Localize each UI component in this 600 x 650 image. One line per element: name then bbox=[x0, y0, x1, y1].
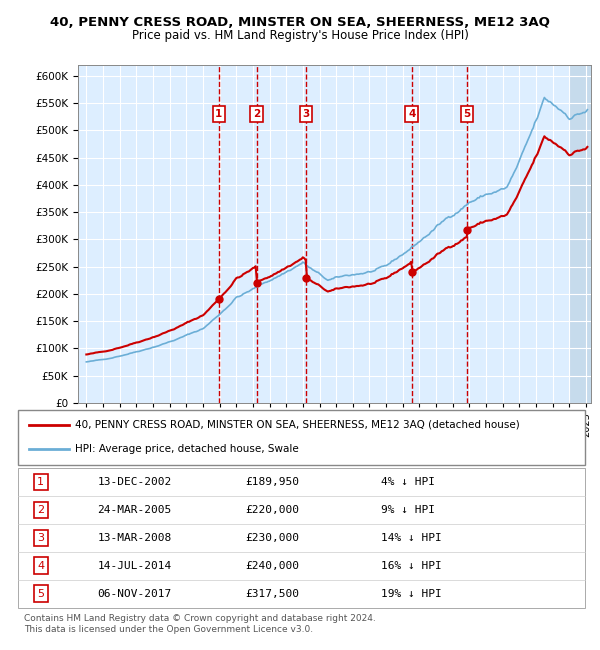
Text: 14-JUL-2014: 14-JUL-2014 bbox=[97, 561, 172, 571]
Text: £189,950: £189,950 bbox=[245, 477, 299, 487]
Text: 40, PENNY CRESS ROAD, MINSTER ON SEA, SHEERNESS, ME12 3AQ (detached house): 40, PENNY CRESS ROAD, MINSTER ON SEA, SH… bbox=[75, 420, 520, 430]
Text: 1: 1 bbox=[215, 109, 223, 119]
Text: HPI: Average price, detached house, Swale: HPI: Average price, detached house, Swal… bbox=[75, 445, 298, 454]
Text: 3: 3 bbox=[37, 533, 44, 543]
Text: 06-NOV-2017: 06-NOV-2017 bbox=[97, 589, 172, 599]
Text: 5: 5 bbox=[37, 589, 44, 599]
Text: 24-MAR-2005: 24-MAR-2005 bbox=[97, 505, 172, 515]
Text: 16% ↓ HPI: 16% ↓ HPI bbox=[381, 561, 442, 571]
Text: 14% ↓ HPI: 14% ↓ HPI bbox=[381, 533, 442, 543]
Text: 4% ↓ HPI: 4% ↓ HPI bbox=[381, 477, 435, 487]
Text: £220,000: £220,000 bbox=[245, 505, 299, 515]
FancyBboxPatch shape bbox=[18, 410, 585, 465]
Text: £317,500: £317,500 bbox=[245, 589, 299, 599]
Text: £240,000: £240,000 bbox=[245, 561, 299, 571]
Bar bbox=[569, 65, 591, 403]
Text: 2: 2 bbox=[253, 109, 260, 119]
Text: 3: 3 bbox=[302, 109, 310, 119]
Text: 5: 5 bbox=[463, 109, 470, 119]
Text: 1: 1 bbox=[37, 477, 44, 487]
Text: Price paid vs. HM Land Registry's House Price Index (HPI): Price paid vs. HM Land Registry's House … bbox=[131, 29, 469, 42]
Text: 4: 4 bbox=[37, 561, 44, 571]
Text: 13-DEC-2002: 13-DEC-2002 bbox=[97, 477, 172, 487]
Text: This data is licensed under the Open Government Licence v3.0.: This data is licensed under the Open Gov… bbox=[24, 625, 313, 634]
Text: 40, PENNY CRESS ROAD, MINSTER ON SEA, SHEERNESS, ME12 3AQ: 40, PENNY CRESS ROAD, MINSTER ON SEA, SH… bbox=[50, 16, 550, 29]
Text: 19% ↓ HPI: 19% ↓ HPI bbox=[381, 589, 442, 599]
FancyBboxPatch shape bbox=[18, 468, 585, 608]
Text: 4: 4 bbox=[408, 109, 415, 119]
Text: 13-MAR-2008: 13-MAR-2008 bbox=[97, 533, 172, 543]
Text: 9% ↓ HPI: 9% ↓ HPI bbox=[381, 505, 435, 515]
Text: 2: 2 bbox=[37, 505, 44, 515]
Text: £230,000: £230,000 bbox=[245, 533, 299, 543]
Text: Contains HM Land Registry data © Crown copyright and database right 2024.: Contains HM Land Registry data © Crown c… bbox=[24, 614, 376, 623]
